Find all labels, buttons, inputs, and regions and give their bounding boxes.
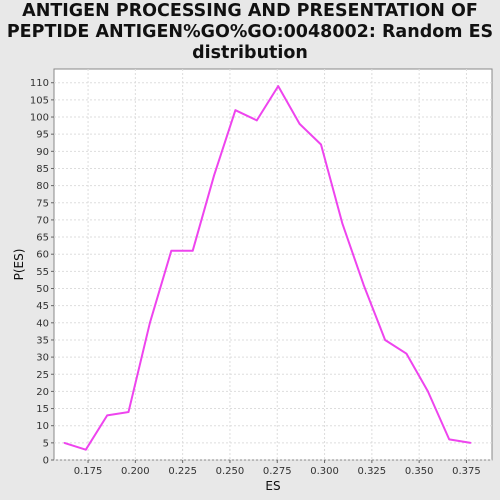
- y-tick-label: 110: [30, 78, 49, 89]
- y-tick-label: 95: [36, 130, 49, 141]
- y-tick-label: 15: [36, 404, 49, 415]
- x-tick-label: 0.375: [452, 466, 481, 477]
- plot-area: [53, 68, 493, 461]
- data-point: [84, 448, 87, 451]
- data-point: [149, 322, 151, 324]
- y-tick-label: 70: [36, 215, 49, 226]
- data-point: [213, 174, 215, 177]
- x-axis-label: ES: [265, 479, 280, 493]
- y-tick-label: 30: [36, 353, 49, 364]
- data-point: [170, 249, 173, 252]
- y-tick-label: 25: [36, 370, 49, 381]
- x-tick-label: 0.300: [310, 466, 339, 477]
- data-point: [341, 222, 344, 225]
- y-tick-label: 0: [43, 456, 49, 467]
- data-point: [469, 442, 472, 444]
- y-tick-label: 55: [36, 267, 49, 278]
- data-point: [256, 119, 258, 122]
- y-tick-label: 85: [36, 164, 49, 175]
- data-point: [106, 414, 108, 417]
- data-point: [298, 123, 301, 125]
- x-tick-label: 0.325: [358, 466, 387, 477]
- tick-layer: 0 5 10 15 20 25 30 35 40 45 50 55 60 65 70 75 80 85 90 95 10…: [30, 78, 481, 477]
- series-line: [64, 85, 471, 451]
- x-tick-label: 0.250: [216, 466, 245, 477]
- y-tick-label: 60: [36, 250, 49, 261]
- chart-title-line-2: PEPTIDE ANTIGEN%GO%GO:0048002: Random ES: [6, 22, 494, 42]
- grid-layer: [54, 69, 492, 461]
- y-tick-label: 50: [36, 284, 49, 295]
- chart-title-line-1: ANTIGEN PROCESSING AND PRESENTATION OF: [22, 1, 478, 21]
- y-tick-label: 45: [36, 301, 49, 312]
- data-point: [448, 438, 451, 441]
- x-tick-label: 0.175: [74, 466, 103, 477]
- series-layer: [63, 85, 472, 451]
- y-tick-label: 80: [36, 181, 49, 192]
- x-tick-label: 0.350: [405, 466, 434, 477]
- x-tick-label: 0.200: [121, 466, 150, 477]
- data-point: [277, 85, 280, 87]
- data-point: [362, 284, 365, 286]
- x-tick-label: 0.275: [263, 466, 292, 477]
- data-point: [405, 352, 408, 355]
- y-tick-label: 100: [30, 113, 49, 124]
- data-point: [427, 390, 429, 393]
- data-point: [191, 249, 194, 252]
- y-tick-label: 65: [36, 233, 49, 244]
- y-tick-label: 105: [30, 95, 49, 106]
- y-tick-label: 10: [36, 421, 49, 432]
- x-tick-label: 0.225: [168, 466, 197, 477]
- chart-title-line-3: distribution: [192, 43, 308, 63]
- chart-title: ANTIGEN PROCESSING AND PRESENTATION OF P…: [0, 1, 500, 64]
- y-tick-label: 5: [43, 438, 49, 449]
- y-tick-label: 90: [36, 147, 49, 158]
- y-tick-label: 75: [36, 198, 49, 209]
- data-point: [127, 411, 130, 413]
- y-axis-label: P(ES): [12, 249, 26, 281]
- y-tick-label: 20: [36, 387, 49, 398]
- y-tick-label: 40: [36, 318, 49, 329]
- y-tick-label: 35: [36, 335, 49, 346]
- data-point: [320, 143, 322, 146]
- data-point: [234, 109, 237, 111]
- data-point: [384, 339, 386, 341]
- data-point: [63, 442, 66, 444]
